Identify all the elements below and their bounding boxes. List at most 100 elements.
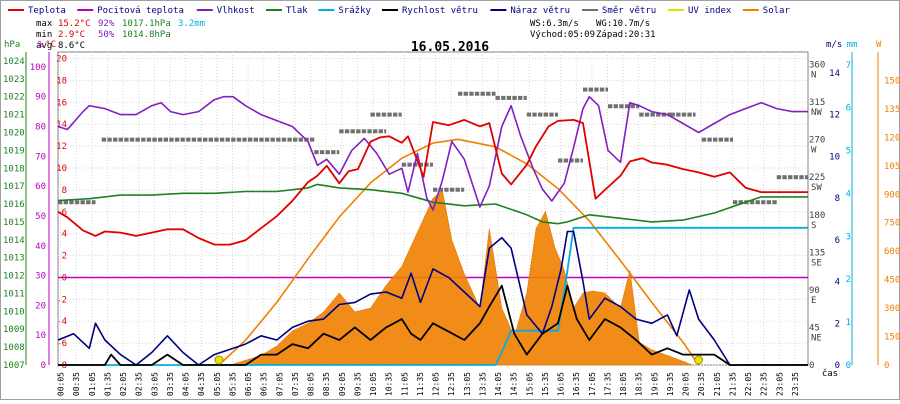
axis-dir-tick-8: 0 [809,361,814,371]
axis-x-tick-34: 17:05 [588,372,597,396]
axis-temp-tick-8: 4 [62,230,67,240]
wind-dir-mark-11 [594,87,599,92]
axis-x-tick-4: 02:05 [119,372,128,396]
axis-temp-tick-5: 10 [56,164,67,174]
axis-hpa-tick-0: 1024 [3,57,25,67]
wind-dir-mark-1 [214,137,219,142]
wind-dir-mark-9 [538,112,543,117]
wind-dir-mark-3 [378,129,383,134]
wind-dir-mark-17 [793,175,798,180]
wind-dir-mark-7 [458,91,463,96]
axis-x-tick-26: 13:05 [463,372,472,396]
axis-ms-tick-3: 8 [835,194,840,204]
stats-max-temp: 15.2°C [58,19,91,29]
wind-dir-mark-9 [543,112,548,117]
wind-dir-mark-1 [146,137,152,142]
wind-dir-mark-1 [124,137,129,142]
axis-dir-tick-1: 315 [809,98,825,108]
axis-dir-tick-5: 135 [809,248,825,258]
axis-x-tick-36: 18:05 [619,372,628,396]
wind-dir-mark-8 [495,95,500,100]
axis-w-tick-3: 1050 [884,162,900,172]
axis-dir-card-4: S [811,221,816,231]
axis-w-tick-10: 0 [884,361,889,371]
legend-label-4: Srážky [338,6,371,16]
wind-dir-mark-10 [569,158,574,163]
wind-dir-mark-9 [532,112,537,117]
axis-ms-tick-2: 10 [829,152,840,162]
wind-dir-mark-16 [738,200,743,205]
wind-dir-mark-6 [433,187,438,192]
wind-dir-mark-6 [449,187,455,192]
stats-max-label: max [36,19,53,29]
wind-dir-mark-15 [724,137,729,142]
legend-label-3: Tlak [286,6,308,16]
series-solar-theoretical-line [218,138,700,366]
axis-w-tick-5: 750 [884,219,900,229]
axis-pct-title: % [38,40,44,50]
axis-x-tick-8: 04:05 [182,372,191,396]
wind-dir-mark-12 [630,104,635,109]
axis-ms-tick-1: 12 [829,111,840,121]
axis-hpa-tick-15: 1009 [3,325,25,335]
wind-dir-mark-17 [776,175,782,180]
wind-dir-mark-2 [325,150,330,155]
wind-dir-mark-10 [563,158,568,163]
wind-dir-mark-16 [749,200,755,205]
axis-x-tick-2: 01:05 [88,372,97,396]
wind-dir-mark-1 [174,137,180,142]
axis-hpa-tick-8: 1016 [3,200,25,210]
wind-dir-mark-13 [644,112,650,117]
axis-w-tick-1: 1350 [884,105,900,115]
axis-x-tick-11: 05:35 [228,372,237,396]
wind-dir-mark-4 [381,112,387,117]
axis-ms-tick-0: 14 [829,69,840,79]
axis-hpa-tick-10: 1014 [3,236,25,246]
wind-dir-mark-1 [293,137,298,142]
wind-dir-mark-3 [361,129,367,134]
wind-dir-mark-6 [444,187,449,192]
axis-x-tick-41: 20:35 [697,372,706,396]
wind-dir-mark-6 [455,187,460,192]
wind-dir-mark-2 [331,150,336,155]
axis-w-tick-2: 1200 [884,133,900,143]
axis-temp-tick-0: 20 [56,55,67,65]
wind-dir-mark-14 [676,112,681,117]
axis-pct-tick-5: 50 [35,212,46,222]
wind-dir-mark-12 [636,104,640,109]
axis-hpa-tick-9: 1015 [3,218,25,228]
axis-x-tick-37: 18:35 [635,372,644,396]
wind-dir-mark-1 [270,137,275,142]
axis-temp-tick-11: -2 [56,295,67,305]
wind-dir-mark-1 [309,137,315,142]
axis-temp-tick-9: 2 [62,252,67,262]
axis-hpa-title: hPa [4,40,20,50]
axis-mm-tick-2: 5 [846,147,851,157]
wind-dir-mark-17 [804,175,808,180]
axis-dir-tick-3: 225 [809,173,825,183]
wind-dir-mark-15 [713,137,718,142]
series-humidity-line [57,95,808,211]
axis-x-tick-35: 17:35 [603,372,612,396]
axis-x-tick-27: 13:35 [478,372,487,396]
wind-dir-mark-8 [506,95,512,100]
wind-dir-mark-1 [287,137,292,142]
axis-temp-tick-7: 6 [62,208,67,218]
wind-dir-mark-16 [761,200,766,205]
legend-label-6: Náraz větru [510,6,570,16]
axis-mm-tick-5: 2 [846,275,851,285]
wind-dir-mark-12 [608,104,613,109]
wind-dir-mark-14 [670,112,675,117]
wind-dir-mark-10 [580,158,583,163]
wind-dir-mark-7 [463,91,468,96]
axis-x-tick-24: 12:05 [432,372,441,396]
series-wind-gust-line [57,230,808,366]
axis-dir-tick-4: 180 [809,211,825,221]
axis-ms-title: m/s [826,40,842,50]
wind-dir-mark-11 [588,87,593,92]
wind-dir-mark-0 [63,200,68,205]
wind-dir-mark-1 [281,137,287,142]
wind-dir-mark-16 [772,200,777,205]
wind-dir-mark-17 [788,175,793,180]
